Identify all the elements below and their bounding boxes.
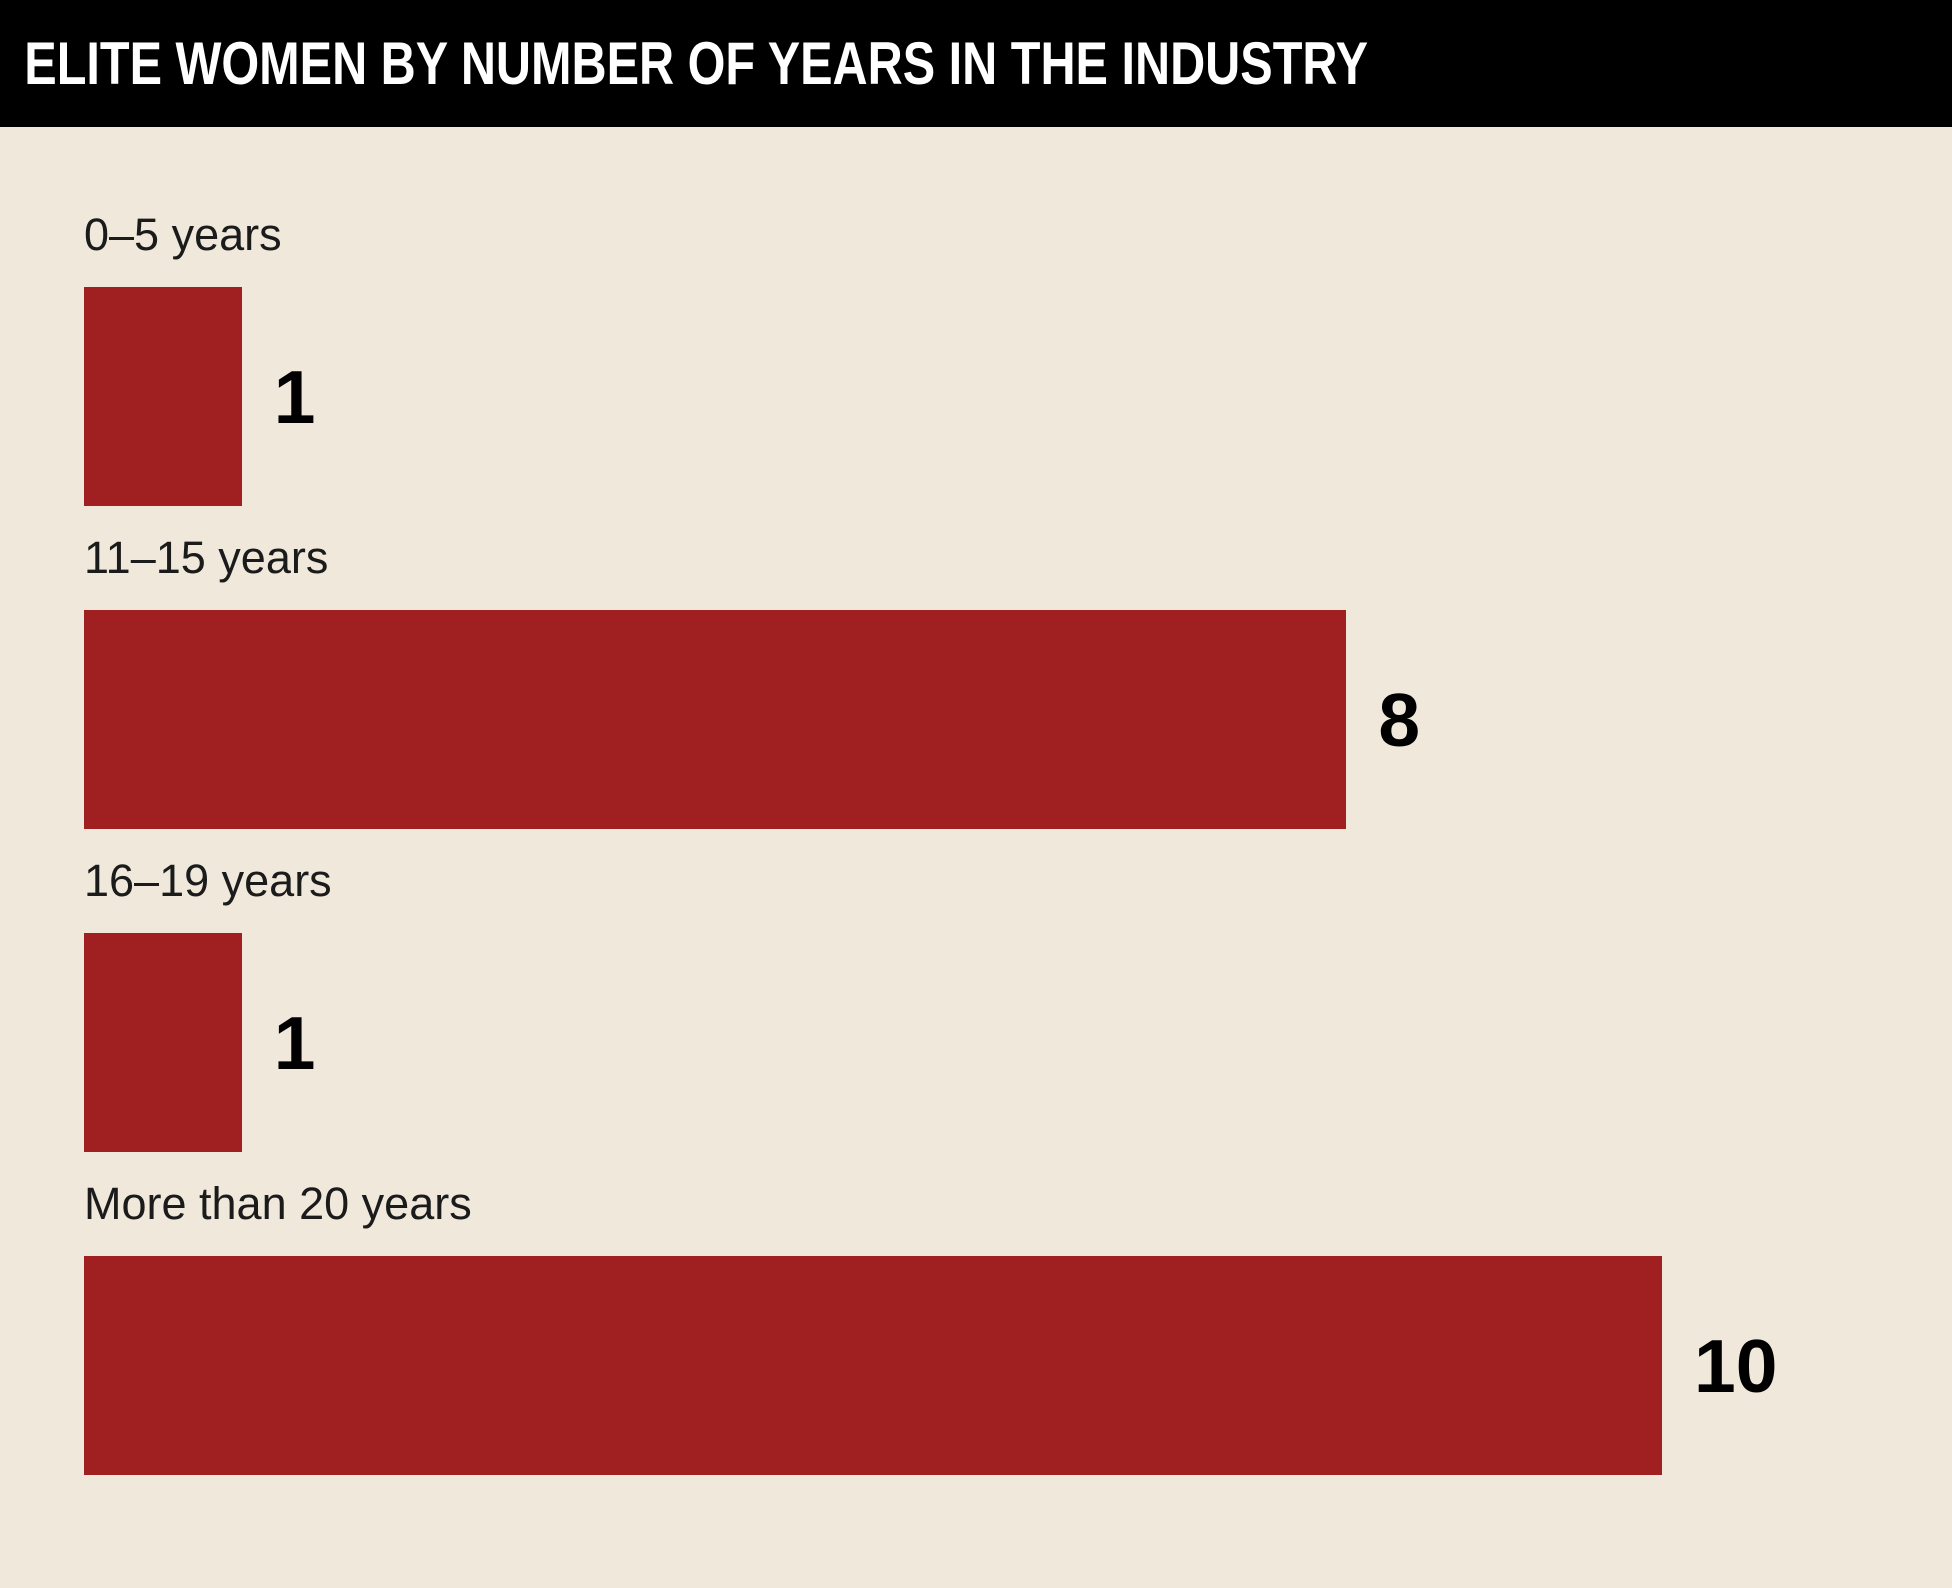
bar-group: 16–19 years 1 [84,853,1952,1152]
category-label: More than 20 years [84,1178,472,1229]
bar-chart: 0–5 years 1 11–15 years 8 16–19 years 1 … [0,127,1952,1475]
chart-header: ELITE WOMEN BY NUMBER OF YEARS IN THE IN… [0,0,1952,127]
bar [84,287,242,506]
value-label: 10 [1694,1323,1778,1408]
bar-group: 0–5 years 1 [84,207,1952,506]
bar [84,933,242,1152]
value-label: 1 [273,354,316,439]
category-label: 11–15 years [84,532,329,583]
bar-rows: 0–5 years 1 11–15 years 8 16–19 years 1 … [84,207,1952,1475]
chart-title: ELITE WOMEN BY NUMBER OF YEARS IN THE IN… [24,30,1369,97]
bar-line: 8 [84,610,1952,829]
category-label: 16–19 years [84,855,332,906]
value-label: 8 [1378,677,1421,762]
category-label: 0–5 years [84,209,282,260]
bar-line: 10 [84,1256,1952,1475]
bar-line: 1 [84,933,1952,1152]
value-label: 1 [273,1000,316,1085]
bar-group: 11–15 years 8 [84,530,1952,829]
bar [84,1256,1662,1475]
bar-line: 1 [84,287,1952,506]
bar [84,610,1347,829]
bar-group: More than 20 years 10 [84,1176,1952,1475]
